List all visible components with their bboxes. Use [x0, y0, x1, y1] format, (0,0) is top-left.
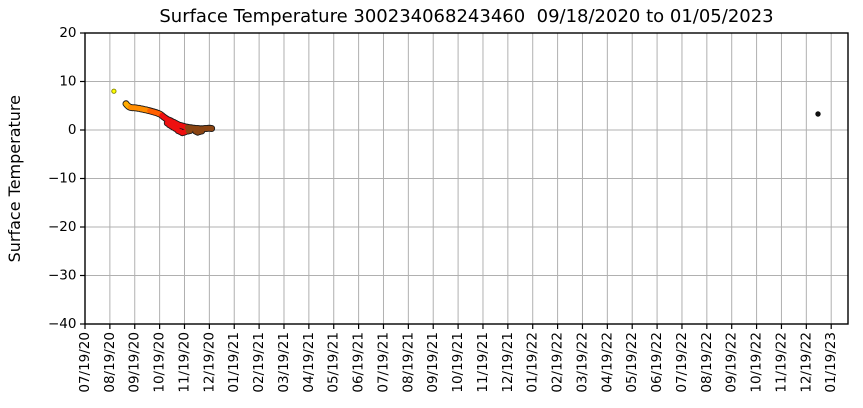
y-tick-label: 10	[59, 74, 76, 90]
scatter-point	[112, 89, 116, 93]
x-tick-label: 07/19/21	[376, 332, 392, 393]
scatter-point	[209, 125, 215, 132]
x-tick-label: 06/19/21	[351, 332, 367, 393]
x-tick-label: 09/19/22	[724, 332, 740, 393]
x-tick-label: 08/19/20	[102, 332, 118, 393]
chart-title: Surface Temperature 300234068243460 09/1…	[159, 6, 774, 27]
y-tick-label: −20	[48, 219, 77, 235]
x-tick-label: 08/19/22	[699, 332, 715, 393]
grid	[84, 32, 848, 325]
x-tick-label: 10/19/21	[450, 332, 466, 393]
x-tick-label: 07/19/22	[674, 332, 690, 393]
x-tick-label: 06/19/22	[649, 332, 665, 393]
y-tick-labels: 20 10 0 −10 −20 −30 −40	[48, 25, 77, 332]
x-tick-label: 04/19/22	[599, 332, 615, 393]
tick-marks	[80, 32, 832, 329]
scatter-point	[816, 112, 820, 116]
scatter-point	[187, 127, 193, 134]
x-tick-label: 12/19/20	[201, 332, 217, 393]
y-tick-label: −40	[48, 316, 77, 332]
x-tick-labels: 07/19/20 08/19/20 09/19/20 10/19/20 11/19/20…	[77, 332, 839, 393]
x-tick-label: 01/19/23	[823, 332, 839, 393]
x-tick-label: 01/19/21	[226, 332, 242, 393]
y-tick-label: −10	[48, 171, 77, 187]
x-tick-label: 10/19/22	[749, 332, 765, 393]
x-tick-label: 11/19/20	[177, 332, 193, 393]
x-tick-label: 10/19/20	[152, 332, 168, 393]
x-tick-label: 11/19/22	[774, 332, 790, 393]
x-tick-label: 07/19/20	[77, 332, 93, 393]
x-tick-label: 09/19/20	[127, 332, 143, 393]
y-tick-label: 0	[68, 122, 77, 138]
x-tick-label: 08/19/21	[400, 332, 416, 393]
x-tick-label: 02/19/22	[550, 332, 566, 393]
x-tick-label: 09/19/21	[425, 332, 441, 393]
x-tick-label: 01/19/22	[525, 332, 541, 393]
x-tick-label: 03/19/21	[276, 332, 292, 393]
x-tick-label: 05/19/22	[624, 332, 640, 393]
x-tick-label: 03/19/22	[575, 332, 591, 393]
x-tick-label: 11/19/21	[475, 332, 491, 393]
y-tick-label: −30	[48, 268, 77, 284]
scatter-points	[111, 88, 821, 137]
y-tick-label: 20	[59, 25, 76, 41]
scatter-point	[199, 128, 205, 134]
x-tick-label: 12/19/22	[798, 332, 814, 393]
x-tick-label: 02/19/21	[251, 332, 267, 393]
x-tick-label: 05/19/21	[326, 332, 342, 393]
x-tick-label: 04/19/21	[301, 332, 317, 393]
x-tick-label: 12/19/21	[500, 332, 516, 393]
